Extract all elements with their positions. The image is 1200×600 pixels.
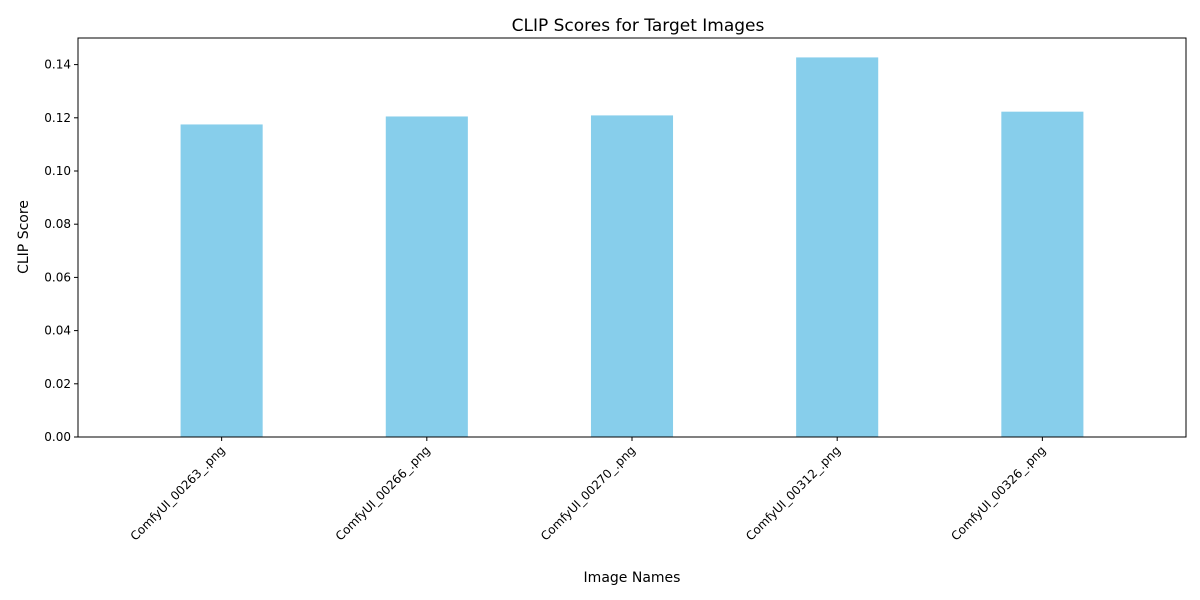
bar-2 xyxy=(385,116,468,437)
x-tick-label: ComfyUI_00263_.png xyxy=(128,443,228,543)
x-tick-label: ComfyUI_00312_.png xyxy=(743,443,843,543)
y-tick-label: 0.00 xyxy=(44,430,71,444)
x-axis: ComfyUI_00263_.png ComfyUI_00266_.png Comf… xyxy=(128,437,1048,543)
x-axis-label: Image Names xyxy=(584,570,681,586)
y-tick-label: 0.04 xyxy=(44,324,71,338)
y-tick-label: 0.12 xyxy=(44,111,71,125)
bar-3 xyxy=(590,115,674,437)
x-tick-label: ComfyUI_00326_.png xyxy=(948,443,1048,543)
plot-frame xyxy=(77,37,1187,438)
bar-1 xyxy=(180,124,263,437)
x-tick-label: ComfyUI_00266_.png xyxy=(333,443,433,543)
y-tick-label: 0.02 xyxy=(44,377,71,391)
y-tick-label: 0.10 xyxy=(44,164,71,178)
chart-title: CLIP Scores for Target Images xyxy=(512,16,765,36)
y-tick-label: 0.08 xyxy=(44,217,71,231)
y-axis-label: CLIP Score xyxy=(16,200,32,274)
y-axis: 0.00 0.02 0.04 0.06 0.08 0.10 0.12 0.14 xyxy=(44,58,78,444)
bar-4 xyxy=(796,57,879,437)
bar-5 xyxy=(1001,111,1084,437)
y-tick-label: 0.06 xyxy=(44,270,71,284)
bars xyxy=(180,57,1084,437)
y-tick-label: 0.14 xyxy=(44,58,71,72)
x-tick-label: ComfyUI_00270_.png xyxy=(538,443,638,543)
